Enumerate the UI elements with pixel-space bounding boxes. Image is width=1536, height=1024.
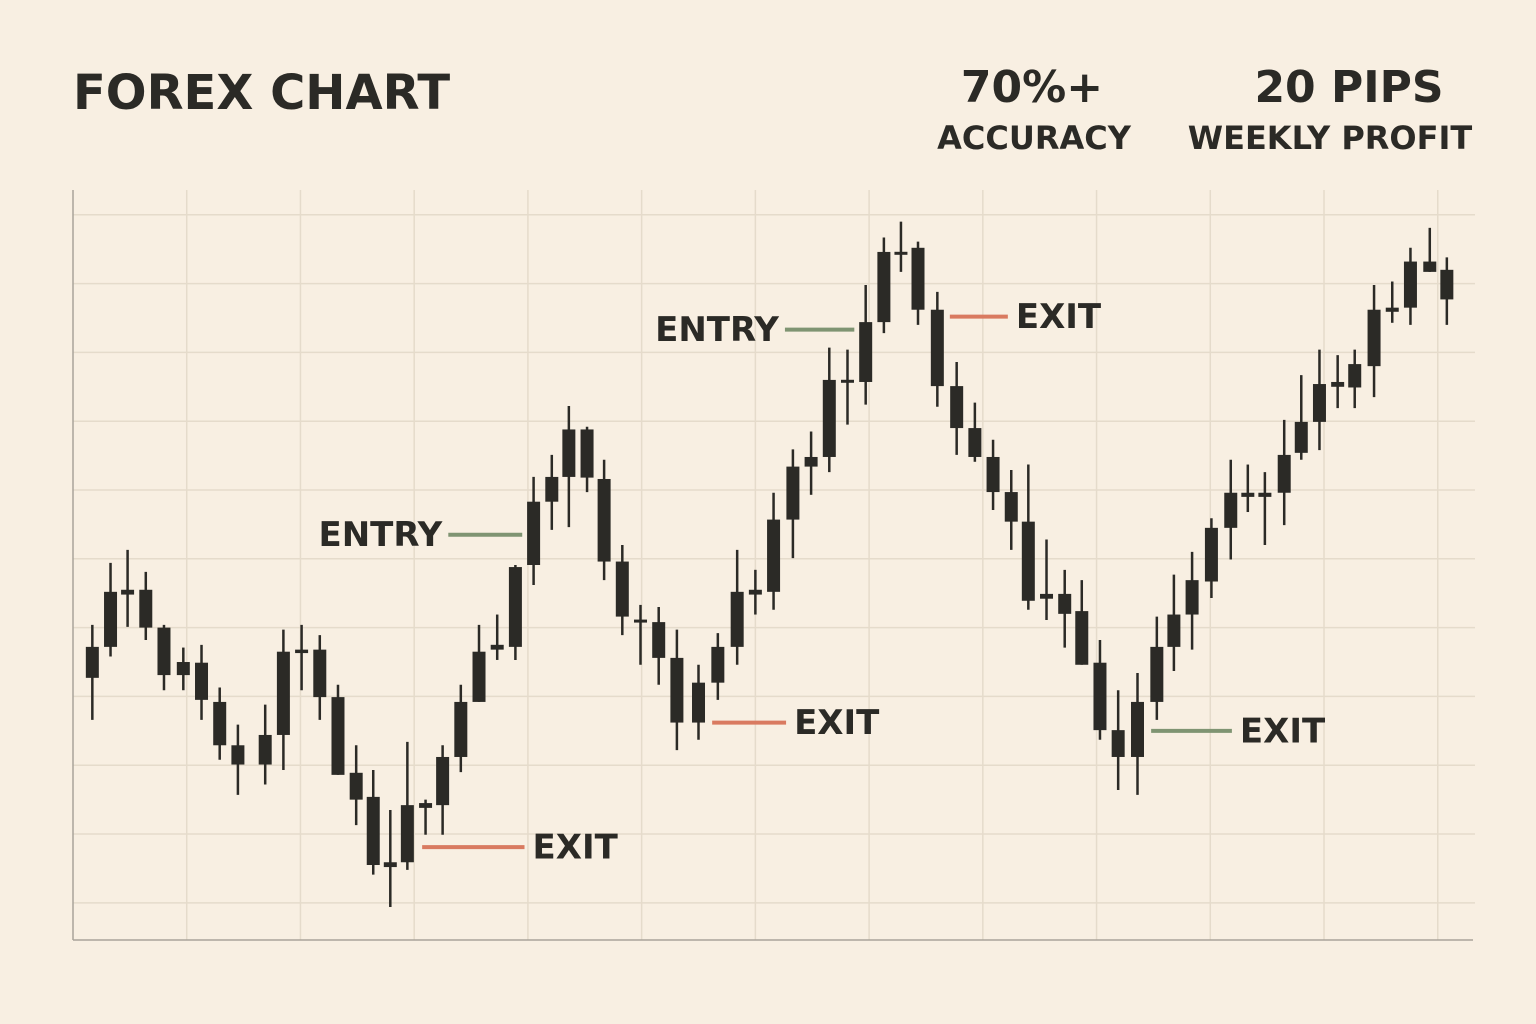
candle-body (670, 657, 684, 723)
candle-body (85, 646, 99, 678)
candle-body (840, 379, 854, 383)
candle-body (859, 322, 873, 382)
candle-body (1403, 261, 1417, 308)
signal-label: EXIT (1016, 297, 1102, 337)
candle-body (986, 456, 1000, 493)
candle-body (1004, 492, 1018, 522)
candle-body (1021, 521, 1035, 601)
candle-body (1423, 261, 1437, 272)
candle-body (366, 796, 380, 865)
candle-body (877, 251, 891, 323)
candle-body (1258, 492, 1272, 497)
candle-body (508, 567, 522, 647)
candle-body (258, 734, 272, 765)
candle-body (104, 591, 118, 647)
candle-body (157, 627, 171, 676)
candle-body (1150, 646, 1164, 702)
candle-body (1331, 381, 1345, 387)
candle-body (454, 701, 468, 757)
candle-body (580, 429, 594, 478)
candle-body (767, 519, 781, 592)
candle-body (195, 662, 209, 700)
candle-body (1131, 701, 1145, 757)
candle-body (822, 379, 836, 457)
signal-label: EXIT (533, 828, 619, 868)
candle-body (213, 701, 227, 746)
signal-label: ENTRY (318, 515, 442, 555)
candle-body (1204, 527, 1218, 582)
candle-body (1040, 593, 1054, 599)
candle-body (911, 247, 925, 310)
candle-body (419, 803, 433, 808)
stat-value: 70%+ (961, 62, 1103, 113)
candle-body (1058, 593, 1072, 614)
candle-body (1093, 662, 1107, 731)
candle-body (436, 756, 450, 806)
candle-body (1241, 492, 1255, 497)
candle-body (1348, 364, 1362, 388)
candle-body (1185, 580, 1199, 615)
candle-body (276, 651, 290, 735)
signal-label: EXIT (794, 703, 880, 743)
chart-title: FOREX CHART (73, 65, 450, 121)
signal-label: ENTRY (655, 310, 779, 350)
candle-body (1367, 309, 1381, 367)
candle-body (1075, 611, 1089, 665)
candle-body (711, 646, 725, 683)
stat-label: WEEKLY PROFIT (1188, 119, 1473, 157)
candle-body (295, 649, 309, 654)
candle-body (652, 622, 666, 658)
candle-body (748, 589, 762, 595)
candle-body (730, 591, 744, 647)
candle-body (121, 589, 135, 595)
candle-body (1277, 454, 1291, 493)
candle-body (313, 649, 327, 698)
candle-body (562, 429, 576, 477)
candle-body (490, 644, 504, 650)
candle-body (894, 251, 908, 255)
candle-body (930, 309, 944, 387)
candle-body (597, 478, 611, 562)
stat-label: ACCURACY (937, 119, 1132, 157)
candle-body (1440, 269, 1454, 300)
candle-body (472, 651, 486, 702)
candle-body (545, 476, 559, 502)
candle-body (968, 428, 982, 457)
candle-body (634, 619, 648, 623)
candle-body (527, 501, 541, 565)
candle-body (1111, 730, 1125, 757)
candle-body (349, 772, 363, 800)
candle-body (331, 697, 345, 775)
candle-body (950, 386, 964, 429)
candle-body (231, 745, 245, 765)
candle-body (176, 662, 190, 676)
candle-body (615, 561, 629, 617)
candle-body (1167, 614, 1181, 647)
candle-body (1224, 492, 1238, 528)
candle-body (1385, 307, 1399, 312)
candle-body (1312, 384, 1326, 422)
candle-body (400, 805, 414, 863)
candle-body (786, 466, 800, 520)
candle-body (139, 589, 153, 628)
candle-body (804, 456, 818, 467)
signal-label: EXIT (1240, 711, 1326, 751)
candle-body (692, 682, 706, 723)
candle-body (383, 862, 397, 868)
stat-value: 20 PIPS (1254, 62, 1443, 113)
candle-body (1294, 421, 1308, 453)
